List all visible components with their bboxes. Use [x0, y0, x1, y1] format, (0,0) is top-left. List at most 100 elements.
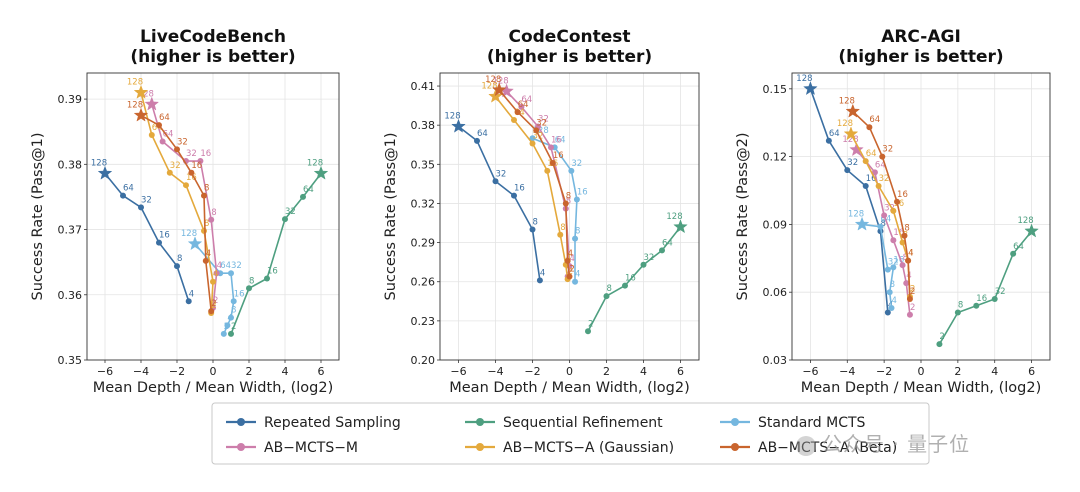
data-point — [903, 280, 910, 287]
data-label: 2 — [588, 319, 593, 329]
x-axis-label: Mean Depth / Mean Width, (log2) — [93, 380, 334, 396]
data-label: 128 — [444, 111, 460, 121]
series-repeated: 128 64 32 16 8 4 — [91, 158, 194, 305]
x-tick-label: −4 — [839, 365, 855, 378]
data-label: 64 — [123, 184, 134, 194]
x-tick-label: 6 — [1028, 365, 1035, 378]
data-label: 2 — [568, 265, 573, 275]
data-label: 2 — [213, 296, 218, 306]
chart-subtitle: (higher is better) — [838, 47, 1003, 67]
data-point — [246, 285, 252, 292]
y-tick-label: 0.15 — [763, 83, 788, 96]
data-label: 4 — [540, 268, 545, 278]
data-point-star — [1024, 223, 1039, 238]
data-point — [300, 193, 306, 200]
data-point — [529, 135, 536, 142]
data-point — [220, 330, 227, 337]
data-label: 2 — [568, 267, 573, 277]
data-point — [474, 137, 480, 144]
data-point — [566, 273, 573, 280]
data-point — [901, 232, 908, 239]
chart-title: ARC-AGI — [881, 27, 961, 47]
data-point — [228, 270, 234, 277]
data-label: 32 — [888, 258, 899, 268]
data-point — [875, 182, 882, 189]
data-point-star — [313, 165, 329, 180]
data-label: 128 — [485, 75, 501, 85]
series-sequential: 2 8 16 32 64 128 — [228, 158, 329, 337]
chart-title: LiveCodeBench — [140, 27, 286, 47]
data-point — [572, 235, 579, 242]
y-tick-label: 0.06 — [763, 286, 788, 299]
data-label: 16 — [893, 228, 904, 238]
y-tick-label: 0.26 — [411, 276, 436, 289]
data-point — [120, 192, 126, 199]
data-label: 8 — [903, 253, 908, 263]
data-point — [197, 158, 204, 165]
x-tick-label: −6 — [802, 365, 818, 378]
data-point-star — [133, 84, 149, 99]
data-point — [884, 309, 891, 316]
data-point-star — [854, 216, 870, 231]
data-point — [548, 144, 554, 151]
data-label: 8 — [204, 219, 209, 229]
legend-item-standard: Standard MCTS — [720, 415, 866, 431]
data-label: 128 — [481, 81, 497, 91]
data-label: 32 — [884, 203, 895, 213]
data-label: 64 — [220, 261, 231, 271]
series-line — [587, 226, 682, 332]
data-point — [585, 328, 591, 335]
data-label: 8 — [533, 218, 538, 228]
data-point — [210, 278, 216, 285]
data-point-star — [144, 96, 160, 111]
data-point — [877, 223, 884, 230]
data-point — [208, 308, 215, 315]
watermark: 公众号 · 量子位 — [796, 428, 970, 457]
data-label: 8 — [177, 254, 182, 264]
series-line — [494, 96, 569, 280]
data-point-star — [133, 107, 149, 122]
x-tick-label: 2 — [954, 365, 961, 378]
data-label: 2 — [570, 265, 575, 275]
data-label: 32 — [141, 195, 152, 205]
data-point — [906, 311, 913, 318]
x-tick-label: 6 — [318, 365, 325, 378]
data-label: 32 — [882, 145, 893, 155]
x-tick-label: 2 — [603, 365, 610, 378]
x-tick-label: 6 — [677, 365, 684, 378]
data-label: 128 — [796, 74, 812, 84]
data-point-star — [849, 142, 864, 157]
series-repeated: 128 64 32 16 8 4 — [444, 111, 545, 284]
data-point-star — [451, 118, 466, 133]
series-line — [230, 173, 322, 335]
data-point — [156, 122, 162, 129]
data-label: 8 — [560, 223, 565, 233]
data-label: 32 — [231, 261, 242, 271]
data-label: 16 — [514, 184, 525, 194]
data-point-star — [488, 88, 503, 103]
data-label: 32 — [879, 174, 890, 184]
legend-item-sequential: Sequential Refinement — [465, 415, 663, 431]
data-label: 4 — [908, 249, 913, 259]
data-point — [888, 305, 895, 312]
data-point — [954, 309, 961, 316]
data-point — [159, 138, 166, 145]
data-label: 64 — [1013, 242, 1024, 252]
data-point — [568, 167, 575, 174]
chart-subtitle: (higher is better) — [487, 47, 652, 67]
data-label: 128 — [666, 212, 682, 222]
series-line — [458, 125, 541, 281]
data-label: 64 — [518, 100, 529, 110]
legend-swatch-marker — [476, 418, 484, 426]
data-point — [862, 158, 869, 165]
data-point — [603, 293, 610, 300]
data-label: 128 — [181, 229, 197, 239]
legend-label: AB−MCTS−M — [264, 440, 358, 456]
data-point — [890, 264, 897, 271]
data-point — [174, 146, 180, 153]
data-point — [511, 192, 517, 199]
